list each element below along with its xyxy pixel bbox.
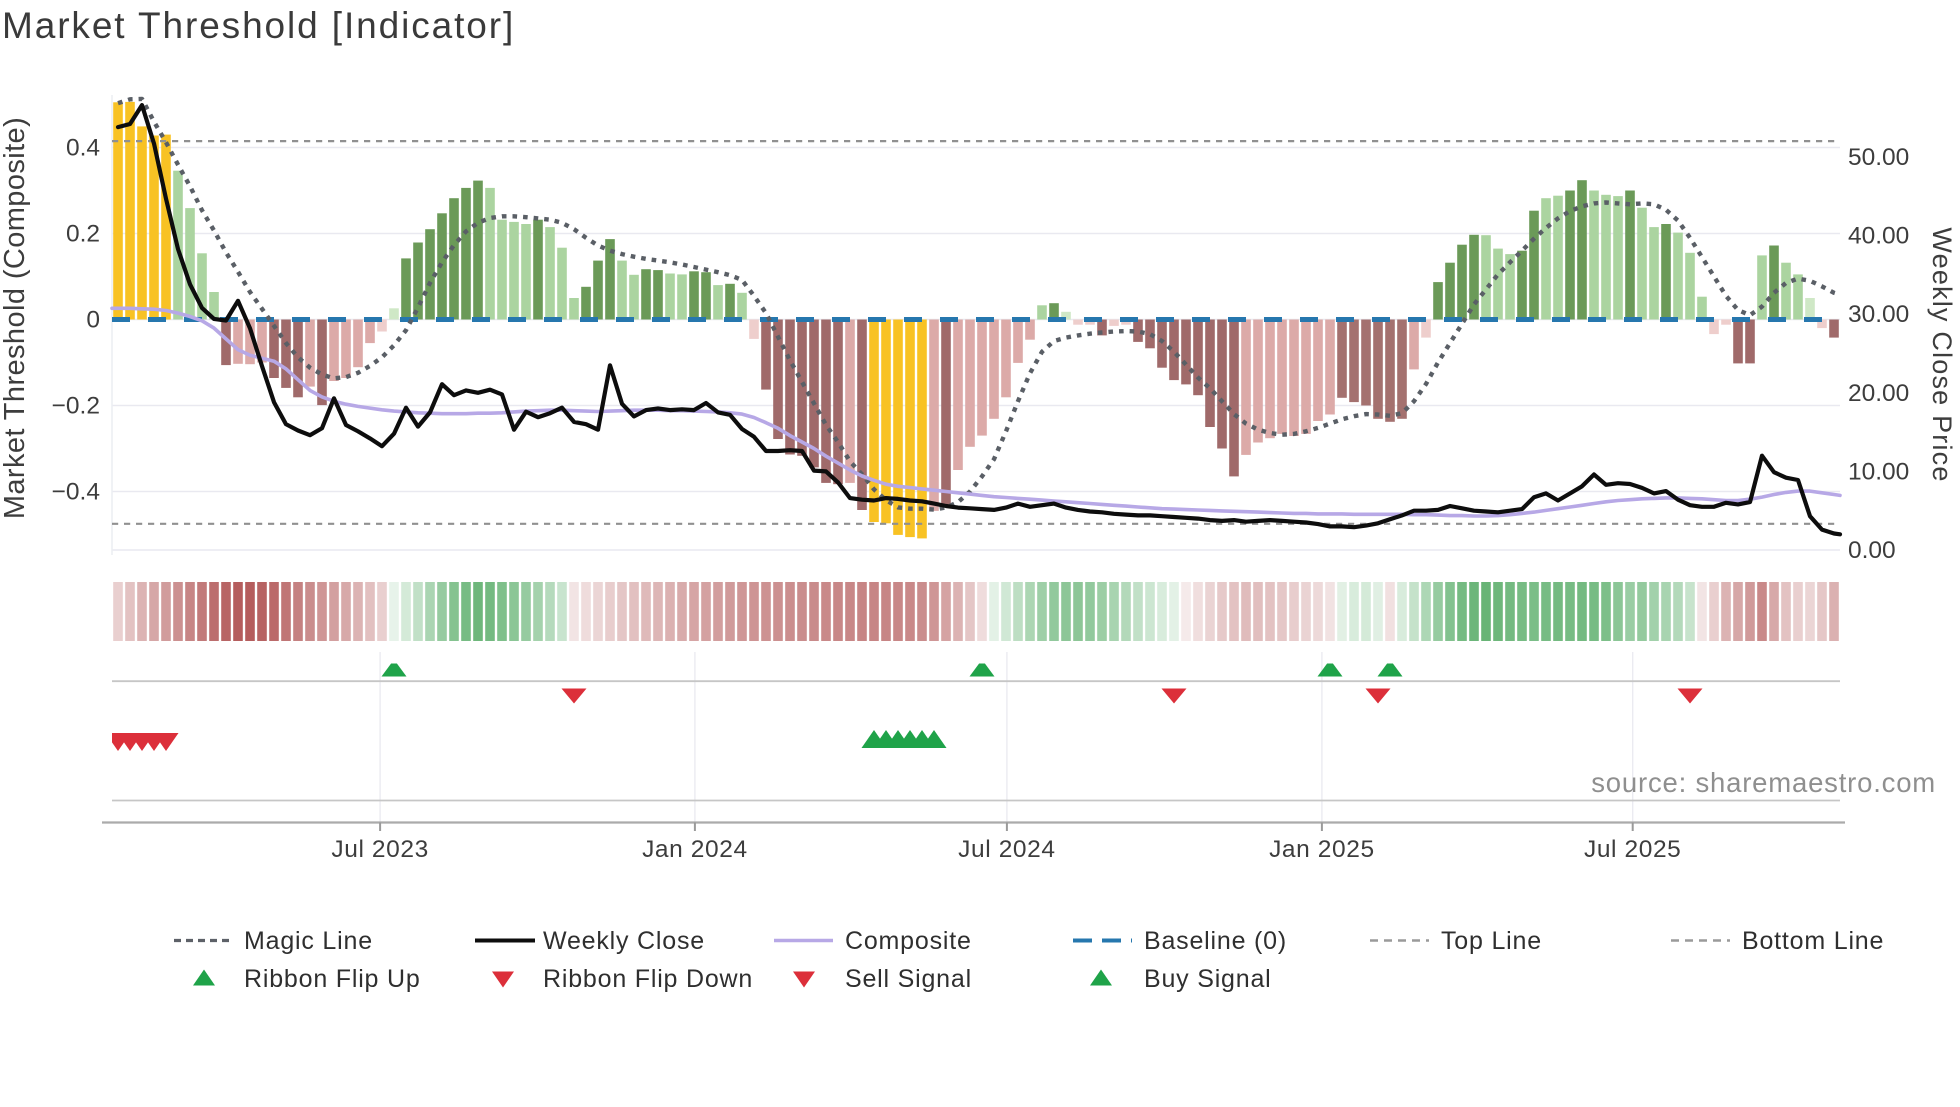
svg-text:Buy Signal: Buy Signal xyxy=(1144,965,1272,993)
svg-text:−0.2: −0.2 xyxy=(52,393,100,420)
svg-text:Sell Signal: Sell Signal xyxy=(845,965,972,993)
svg-text:Jan 2025: Jan 2025 xyxy=(1269,836,1375,863)
svg-text:0.2: 0.2 xyxy=(66,221,100,248)
svg-text:20.00: 20.00 xyxy=(1848,380,1909,407)
svg-text:source: sharemaestro.com: source: sharemaestro.com xyxy=(1591,767,1936,798)
svg-text:0.00: 0.00 xyxy=(1848,537,1896,564)
svg-text:Ribbon Flip Down: Ribbon Flip Down xyxy=(543,965,753,993)
svg-text:Weekly Close: Weekly Close xyxy=(543,927,705,955)
svg-text:Weekly Close Price: Weekly Close Price xyxy=(1927,227,1957,482)
svg-text:Magic Line: Magic Line xyxy=(244,927,373,955)
svg-text:Market Threshold (Composite): Market Threshold (Composite) xyxy=(0,117,31,519)
svg-text:50.00: 50.00 xyxy=(1848,144,1909,171)
svg-text:Jul 2023: Jul 2023 xyxy=(331,836,428,863)
svg-text:0: 0 xyxy=(86,307,100,334)
svg-text:Bottom Line: Bottom Line xyxy=(1742,927,1884,955)
svg-text:Baseline (0): Baseline (0) xyxy=(1144,927,1287,955)
svg-text:10.00: 10.00 xyxy=(1848,458,1909,485)
svg-text:Jan 2024: Jan 2024 xyxy=(642,836,748,863)
svg-text:Composite: Composite xyxy=(845,927,972,955)
svg-text:Top Line: Top Line xyxy=(1441,927,1542,955)
svg-text:Jul 2024: Jul 2024 xyxy=(958,836,1055,863)
svg-text:Ribbon Flip Up: Ribbon Flip Up xyxy=(244,965,421,993)
svg-text:30.00: 30.00 xyxy=(1848,301,1909,328)
svg-text:0.4: 0.4 xyxy=(66,135,100,162)
svg-text:Market Threshold [Indicator]: Market Threshold [Indicator] xyxy=(2,5,515,46)
svg-text:Jul 2025: Jul 2025 xyxy=(1584,836,1681,863)
svg-text:−0.4: −0.4 xyxy=(52,479,100,506)
svg-text:40.00: 40.00 xyxy=(1848,223,1909,250)
